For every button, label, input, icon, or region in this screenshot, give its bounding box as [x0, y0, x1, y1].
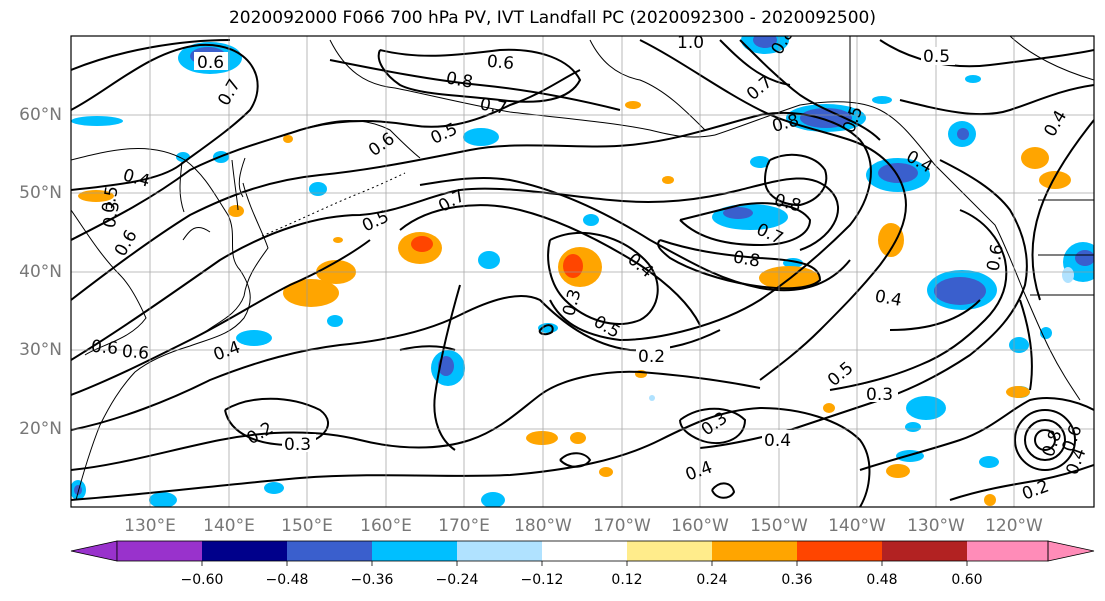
contour-label: 0.6	[984, 243, 1008, 273]
contour-label: 0.4	[764, 431, 791, 451]
contour-label: 1.0	[677, 33, 704, 53]
lat-label-50n: 50°N	[19, 183, 62, 203]
lon-label-150e: 150°E	[281, 516, 333, 536]
contour-label: 0.2	[638, 347, 665, 367]
contour-label: 0.7	[478, 95, 508, 119]
contour-label: 0.5	[98, 184, 122, 214]
coastlines	[71, 36, 1094, 501]
lat-lon-grid	[71, 36, 1094, 507]
positive-anomaly-patches	[78, 101, 1071, 506]
lon-label-160w: 160°W	[671, 516, 729, 536]
map-plot-area: 1.0 0.6 0.8 0.5 0.7 0.7 0.8 0.4 0.5 0.6 …	[70, 33, 1095, 508]
lon-label-120w: 120°W	[985, 516, 1043, 536]
colorbar-tick-label: −0.36	[350, 572, 394, 588]
contour-label: 0.4	[873, 287, 903, 311]
contour-label: 0.8	[444, 68, 474, 92]
colorbar-tick-label: 0.24	[696, 572, 728, 588]
contour-label: 0.6	[121, 342, 150, 364]
contour-label: 0.8	[732, 247, 762, 271]
map-frame	[70, 35, 1095, 508]
colorbar-tick-label: 0.36	[781, 572, 813, 588]
map-title: 2020092000 F066 700 hPa PV, IVT Landfall…	[228, 8, 876, 28]
contour-label: 0.6	[90, 337, 119, 359]
lat-label-40n: 40°N	[19, 262, 62, 282]
colorbar-tick-label: −0.24	[435, 572, 479, 588]
lon-label-130e: 130°E	[124, 516, 176, 536]
lat-label-30n: 30°N	[19, 340, 62, 360]
contour-label: 0.3	[866, 385, 893, 405]
colorbar-tick-label: 0.48	[866, 572, 898, 588]
colorbar-tick-label: −0.12	[520, 572, 564, 588]
negative-anomaly-patches	[71, 36, 1094, 507]
lon-label-130w: 130°W	[907, 516, 965, 536]
pv-contours	[71, 39, 1094, 507]
lat-label-60n: 60°N	[19, 105, 62, 125]
colorbar-tick-label: 0.60	[951, 572, 983, 588]
contour-label: 0.3	[284, 435, 311, 455]
lat-label-20n: 20°N	[19, 419, 62, 439]
contour-label: 0.6	[486, 52, 515, 74]
lon-label-170w: 170°W	[593, 516, 651, 536]
colorbar-tick-label: −0.48	[265, 572, 309, 588]
colorbar	[70, 540, 1095, 566]
lon-label-140e: 140°E	[203, 516, 255, 536]
lon-label-160e: 160°E	[360, 516, 412, 536]
lon-label-170e: 170°E	[438, 516, 490, 536]
contour-label: 0.3	[100, 200, 124, 230]
lon-label-140w: 140°W	[828, 516, 886, 536]
colorbar-tick-label: 0.12	[611, 572, 643, 588]
colorbar-tick-label: −0.60	[180, 572, 224, 588]
contour-label: 0.6	[197, 53, 224, 73]
lon-label-150w: 150°W	[750, 516, 808, 536]
lon-label-180w: 180°W	[514, 516, 572, 536]
contour-label: 0.5	[923, 47, 950, 67]
